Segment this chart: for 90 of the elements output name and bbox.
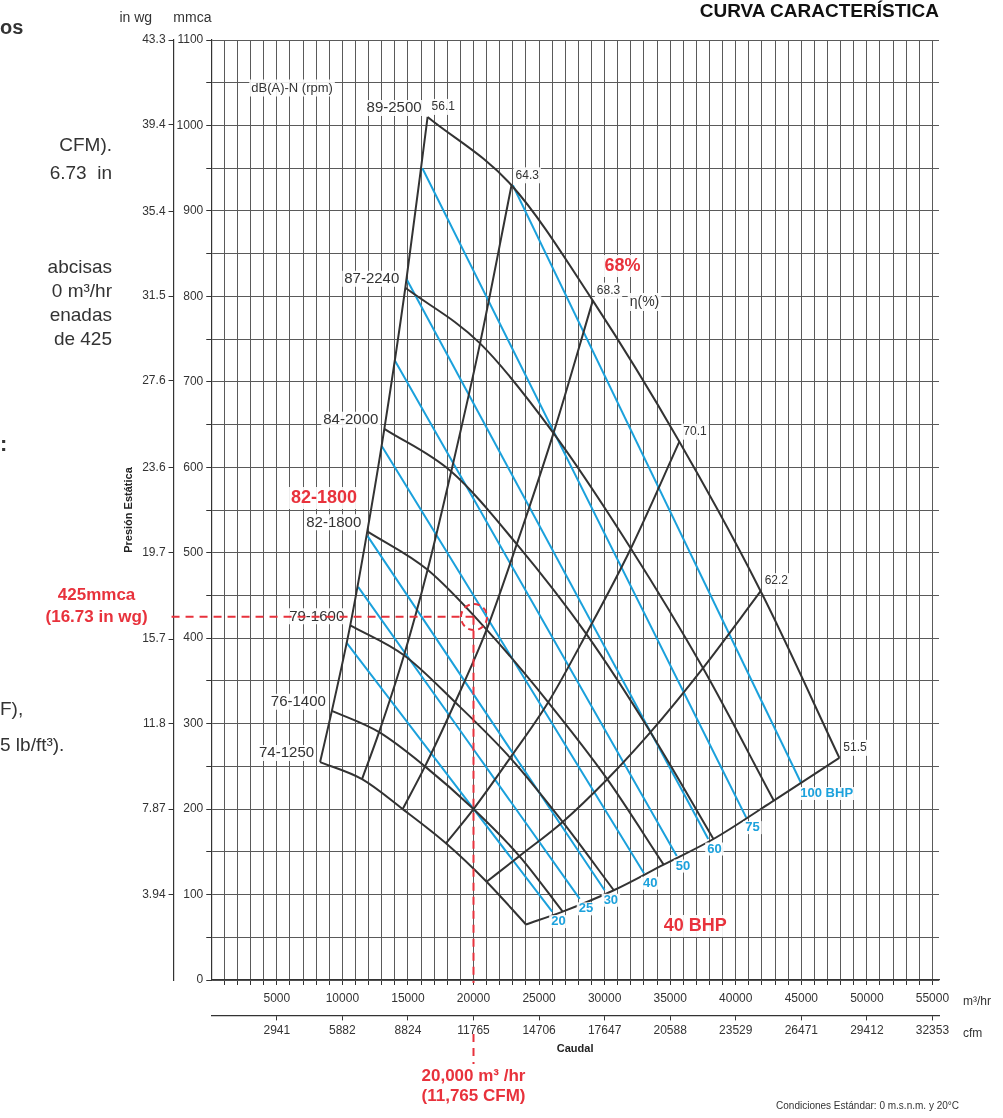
series-label: 76-1400	[270, 691, 326, 709]
annotation: 40 BHP	[663, 914, 727, 935]
text: os	[0, 15, 24, 38]
series-label: 64.3	[515, 167, 540, 182]
series-label: 87-2240	[344, 268, 400, 286]
x-tick-label: 50000	[850, 990, 884, 1005]
x2-tick-label: 29412	[850, 1022, 884, 1037]
x2-tick-label: 20588	[653, 1022, 688, 1037]
x-tick-label: 15000	[391, 990, 425, 1005]
x2-tick-label: 14706	[522, 1022, 557, 1037]
y2-tick-label: 27.6	[142, 373, 166, 388]
x-tick-label: 40000	[719, 990, 753, 1005]
y-tick-label: 400	[183, 630, 204, 645]
text: in wg	[119, 8, 153, 25]
x2-tick-label: 23529	[719, 1022, 753, 1037]
x2-tick-label: 26471	[784, 1022, 819, 1037]
y-tick-label: 900	[183, 203, 204, 218]
y-tick-label: 800	[183, 288, 204, 303]
annotation: 68%	[604, 254, 641, 275]
y2-axis-title: Presión Estática	[121, 466, 134, 553]
series-label: 56.1	[431, 99, 456, 114]
y-tick-label: 300	[183, 715, 204, 730]
text: enadas	[49, 304, 112, 326]
text: CFM).	[59, 134, 112, 156]
series-label: 60	[707, 840, 722, 856]
y2-tick-label: 19.7	[142, 544, 166, 559]
x2-tick-label: 5882	[329, 1022, 357, 1037]
chart-title: CURVA CARACTERÍSTICA	[699, 0, 940, 21]
x-axis-title: Caudal	[556, 1042, 594, 1055]
series-label: 40	[642, 874, 658, 890]
y-tick-label: 1100	[177, 32, 204, 47]
y-tick-label: 1000	[176, 117, 204, 132]
y2-tick-label: 23.6	[142, 459, 166, 474]
text: cfm	[963, 1025, 983, 1040]
x-tick-label: 45000	[784, 990, 819, 1005]
y2-tick-label: 7.87	[142, 801, 166, 816]
y2-tick-label: 3.94	[142, 886, 166, 901]
series-label: 74-1250	[259, 743, 315, 761]
x2-tick-label: 11765	[457, 1022, 491, 1037]
text: de 425	[53, 328, 112, 350]
y2-tick-label: 11.8	[143, 716, 166, 731]
x-tick-label: 10000	[325, 990, 360, 1005]
text: 6.73 in	[49, 162, 112, 184]
series-label: 89-2500	[366, 98, 422, 116]
y-tick-label: 600	[183, 459, 204, 474]
text: mmca	[173, 8, 212, 25]
x2-tick-label: 8824	[394, 1022, 422, 1037]
series-label: 50	[675, 857, 691, 873]
x-tick-label: 30000	[587, 990, 622, 1005]
series-label: 75	[745, 819, 760, 835]
text: 5 lb/ft³).	[0, 734, 65, 756]
text: :	[0, 431, 8, 457]
y2-tick-label: 31.5	[142, 288, 166, 303]
x2-tick-label: 2941	[263, 1022, 291, 1037]
series-label: 20	[551, 913, 566, 929]
y2-tick-label: 43.3	[142, 32, 166, 47]
x2-tick-label: 32353	[915, 1022, 950, 1037]
y-tick-label: 0	[196, 972, 204, 987]
series-label: 68.3	[596, 282, 621, 297]
series-label: 70.1	[683, 423, 708, 438]
y2-tick-label: 35.4	[142, 203, 166, 218]
series-label: 82-1800	[306, 512, 362, 530]
ref-line-label: 425mmca (16.73 in wg)	[45, 584, 148, 626]
series-label: 30	[603, 891, 619, 907]
y-tick-label: 100	[183, 886, 204, 901]
annotation: dB(A)-N (rpm)	[251, 79, 333, 95]
ref-line-label: 20,000 m³ /hr (11,765 CFM)	[421, 1065, 526, 1105]
text: m³/hr	[963, 993, 991, 1008]
y-tick-label: 700	[183, 374, 204, 389]
text: F),	[0, 698, 24, 720]
x-tick-label: 35000	[653, 990, 688, 1005]
text: Condiciones Estándar: 0 m.s.n.m. y 20°C	[776, 1099, 959, 1111]
x-tick-label: 5000	[263, 990, 291, 1005]
series-label: 51.5	[843, 740, 868, 755]
annotation: η(%)	[629, 292, 660, 309]
text: 0 m³/hr	[51, 280, 113, 302]
series-label: 84-2000	[323, 409, 379, 427]
x-tick-label: 55000	[915, 990, 950, 1005]
x2-tick-label: 17647	[587, 1022, 622, 1037]
x-tick-label: 20000	[456, 990, 491, 1005]
text: abcisas	[47, 256, 112, 278]
y2-tick-label: 15.7	[142, 631, 166, 646]
y2-tick-label: 39.4	[142, 116, 166, 131]
annotation: 82-1800	[291, 486, 358, 507]
x-tick-label: 25000	[522, 990, 557, 1005]
series-label: 62.2	[764, 573, 789, 588]
y-tick-label: 200	[183, 801, 204, 816]
series-label: 100 BHP	[800, 785, 854, 801]
y-tick-label: 500	[183, 545, 204, 560]
series-label: 25	[578, 900, 594, 916]
